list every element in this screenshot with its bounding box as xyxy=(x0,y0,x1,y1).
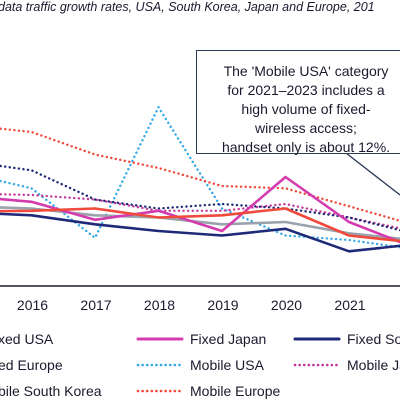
legend-label-fixed-japan: Fixed Japan xyxy=(190,331,266,347)
legend-label-fixed-usa: xed USA xyxy=(0,331,54,347)
legend-label-mobile-usa: Mobile USA xyxy=(190,357,265,373)
series-line-mobile-europe xyxy=(0,127,400,223)
chart-title: data traffic growth rates, USA, South Ko… xyxy=(0,0,375,14)
x-tick-label-2021: 2021 xyxy=(334,297,365,313)
x-tick-label-2020: 2020 xyxy=(271,297,302,313)
legend-label-fixed-europe: ed Europe xyxy=(0,357,63,373)
legend-label-mobile-south-korea: bile South Korea xyxy=(0,383,102,399)
callout-box: The 'Mobile USA' category for 2021–2023 … xyxy=(196,50,400,155)
x-tick-label-2019: 2019 xyxy=(207,297,238,313)
x-tick-label-2016: 2016 xyxy=(17,297,48,313)
legend-label-fixed-south-korea: Fixed Sou xyxy=(347,331,400,347)
callout-leader-line xyxy=(345,152,400,196)
series-line-fixed-south-korea xyxy=(0,212,400,253)
x-tick-label-2017: 2017 xyxy=(80,297,111,313)
series-line-fixed-japan xyxy=(0,175,400,244)
x-tick-label-2018: 2018 xyxy=(144,297,175,313)
series-line-fixed-europe xyxy=(0,207,400,243)
legend-label-mobile-japan: Mobile Ja xyxy=(347,357,400,373)
legend-label-mobile-europe: Mobile Europe xyxy=(190,383,280,399)
callout-text: The 'Mobile USA' category for 2021–2023 … xyxy=(221,63,391,155)
